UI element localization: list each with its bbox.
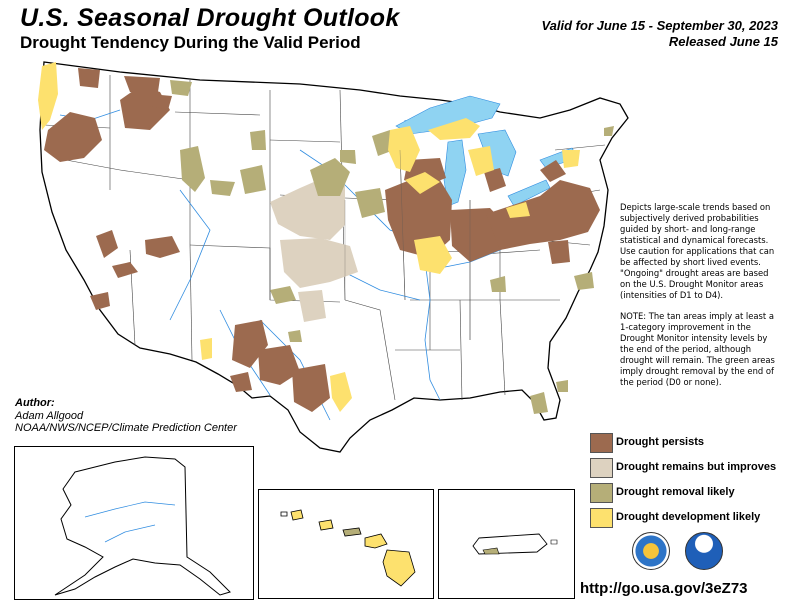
legend-swatch-persists [590,433,613,453]
legend-swatch-removal [590,483,613,503]
doc-seal-icon [632,532,670,570]
map-subtitle: Drought Tendency During the Valid Period [20,33,361,52]
legend-label-removal: Drought removal likely [616,486,735,498]
puerto-rico-map [472,533,558,555]
author-org: NOAA/NWS/NCEP/Climate Prediction Center [15,422,237,434]
author-name: Adam Allgood [15,409,84,422]
alaska-inset [14,446,254,600]
lake-michigan [443,139,467,207]
lake-superior [395,95,501,135]
legend-label-improves: Drought remains but improves [616,461,777,473]
legend-swatch-improves [590,458,613,478]
notes-paragraph-2: NOTE: The tan areas imply at least a 1-c… [620,311,775,387]
map-title: U.S. Seasonal Drought Outlook [20,4,400,32]
hawaii-inset [258,489,434,599]
valid-period: Valid for June 15 - September 30, 2023 R… [541,18,778,50]
alaska-outline [54,456,231,596]
footer-url-link[interactable]: http://go.usa.gov/3eZ73 [580,580,748,597]
legend-swatch-development [590,508,613,528]
noaa-logo-icon [685,532,723,570]
valid-dates: Valid for June 15 - September 30, 2023 [541,18,778,33]
puerto-rico-inset [438,489,575,599]
notes-text: Depicts large-scale trends based on subj… [620,202,780,398]
author-label: Author: [15,397,55,409]
notes-paragraph-1: Depicts large-scale trends based on subj… [620,202,775,300]
release-date: Released June 15 [668,34,778,49]
legend-label-persists: Drought persists [616,436,705,448]
drought-removal-areas [170,80,614,414]
hawaii-map [280,509,416,587]
author-block: Author: Adam Allgood NOAA/NWS/NCEP/Clima… [15,397,237,435]
drought-development-areas [38,62,580,412]
alaska-map [54,456,231,596]
legend-label-development: Drought development likely [616,511,761,523]
